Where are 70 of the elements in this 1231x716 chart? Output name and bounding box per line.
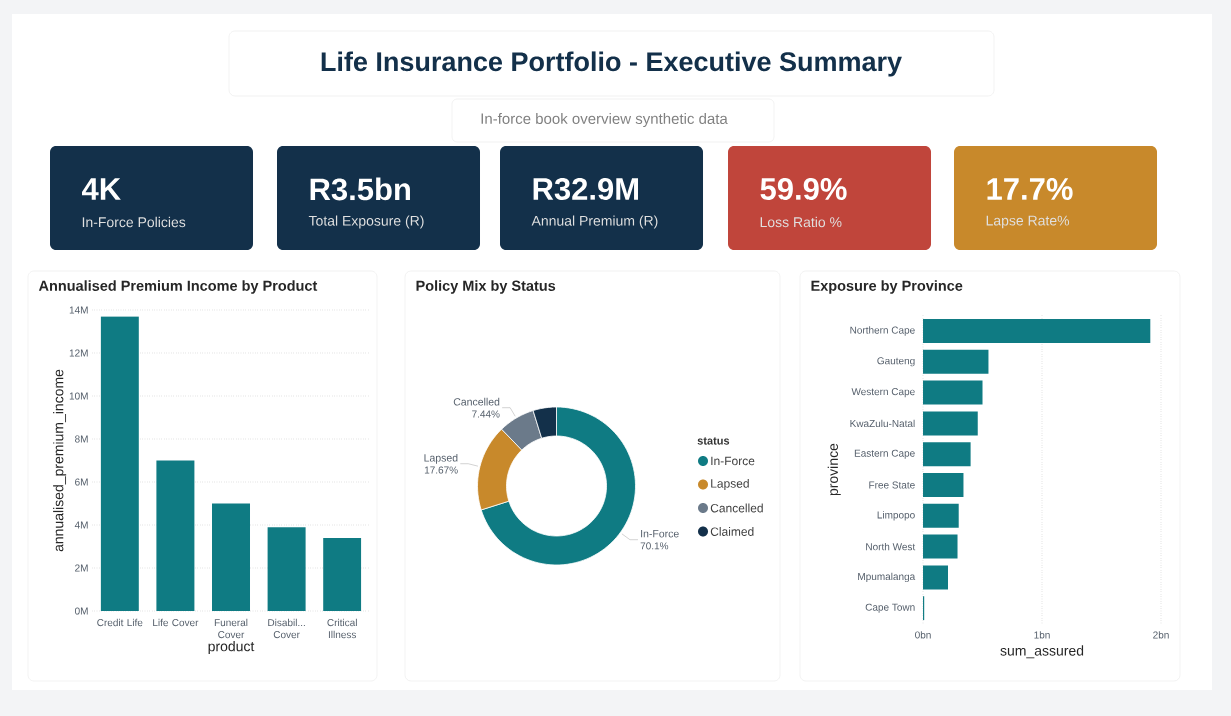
data-label: 7.44% bbox=[472, 410, 500, 418]
legend-label: Claimed bbox=[710, 527, 754, 536]
y-axis-title: annualised_premium_income bbox=[53, 369, 67, 552]
legend-label: In-Force bbox=[711, 456, 755, 466]
text: Lapse Rate% bbox=[986, 215, 1070, 229]
y-tick-label: Mpumalanga bbox=[858, 572, 916, 583]
x-tick-label: Disabil... Cover bbox=[268, 618, 305, 639]
text: Total Exposure (R) bbox=[308, 215, 424, 229]
bar bbox=[212, 503, 251, 611]
slice-label: In-Force bbox=[641, 530, 679, 538]
y-tick-label: 14M bbox=[69, 306, 88, 314]
y-tick-label: Eastern Cape bbox=[854, 449, 915, 459]
y-axis-title: province bbox=[827, 443, 841, 496]
data-label: 70.1% bbox=[640, 542, 669, 550]
bar bbox=[156, 460, 195, 611]
chart-title: Annualised Premium Income by Product bbox=[38, 280, 318, 294]
bar bbox=[923, 503, 959, 528]
bar bbox=[923, 565, 948, 590]
y-tick-label: 12M bbox=[69, 349, 88, 357]
slice-label: Lapsed bbox=[424, 453, 458, 464]
text: 59.9% bbox=[760, 178, 847, 200]
bar bbox=[923, 319, 1151, 344]
x-tick-label: Credit Life bbox=[97, 618, 143, 627]
bar bbox=[923, 349, 989, 374]
y-tick-label: Cape Town bbox=[865, 603, 915, 613]
text: Life Insurance Portfolio - Executive Summary bbox=[321, 51, 902, 77]
bar bbox=[923, 534, 958, 559]
bar bbox=[323, 537, 362, 611]
slice-label: Cancelled bbox=[453, 397, 500, 406]
chart-title: Policy Mix by Status bbox=[416, 280, 556, 294]
bar bbox=[923, 473, 964, 498]
x-axis-title: sum_assured bbox=[1000, 645, 1084, 659]
x-tick-label: Life Cover bbox=[153, 618, 199, 627]
text: R32.9M bbox=[533, 178, 639, 200]
bar bbox=[100, 316, 139, 611]
y-tick-label: 2M bbox=[75, 564, 88, 572]
text: In-force book overview synthetic data bbox=[481, 113, 728, 127]
text: Annual Premium (R) bbox=[531, 215, 658, 229]
y-tick-label: 6M bbox=[75, 478, 88, 486]
text: R3.5bn bbox=[310, 177, 410, 201]
y-tick-label: 0M bbox=[74, 607, 88, 615]
text: In-Force Policies bbox=[82, 216, 186, 228]
text: 17.7% bbox=[987, 178, 1073, 200]
x-tick-label: 0bn bbox=[915, 631, 931, 639]
bar bbox=[267, 527, 306, 611]
bar bbox=[923, 380, 983, 405]
y-tick-label: Limpopo bbox=[877, 511, 915, 521]
y-tick-label: 10M bbox=[69, 392, 88, 400]
text: 4K bbox=[82, 178, 121, 200]
legend-label: Cancelled bbox=[710, 503, 763, 513]
bar bbox=[923, 411, 978, 436]
x-tick-label: Critical Illness bbox=[327, 618, 357, 639]
bar bbox=[923, 442, 971, 467]
text: Loss Ratio % bbox=[760, 216, 842, 228]
legend-label: Lapsed bbox=[711, 478, 749, 491]
y-tick-label: Western Cape bbox=[851, 388, 915, 398]
x-tick-label: Funeral Cover bbox=[214, 618, 248, 639]
x-axis-title: product bbox=[208, 641, 255, 655]
y-tick-label: Free State bbox=[869, 481, 915, 489]
y-tick-label: KwaZulu-Natal bbox=[850, 419, 915, 428]
y-tick-label: Northern Cape bbox=[850, 326, 915, 336]
data-label: 17.67% bbox=[424, 466, 458, 474]
x-tick-label: 2bn bbox=[1153, 631, 1169, 639]
y-tick-label: 8M bbox=[75, 435, 88, 443]
chart-title: Exposure by Province bbox=[811, 280, 963, 294]
y-tick-label: North West bbox=[866, 542, 916, 551]
x-tick-label: 1bn bbox=[1034, 631, 1050, 639]
legend-title: status bbox=[697, 437, 730, 445]
y-tick-label: 4M bbox=[74, 521, 88, 529]
y-tick-label: Gauteng bbox=[877, 357, 915, 367]
